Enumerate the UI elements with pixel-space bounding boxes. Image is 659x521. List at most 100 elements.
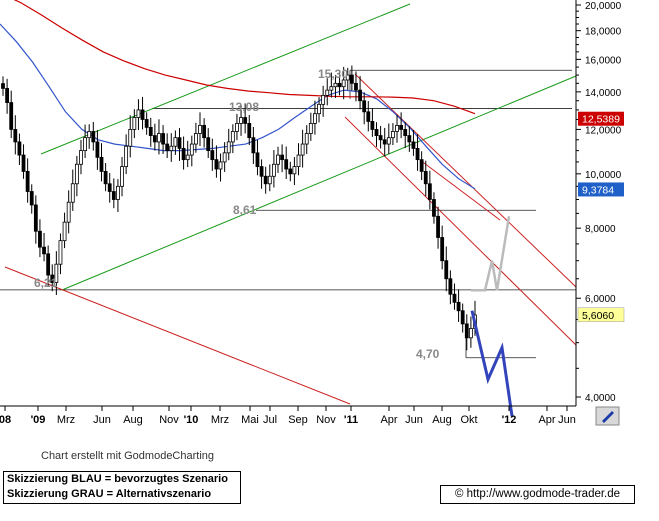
candle-body: [329, 86, 334, 91]
trend-line-red: [344, 116, 577, 346]
candle-body: [464, 323, 469, 339]
candle-body: [181, 148, 186, 161]
price-annotation: 4,70: [416, 347, 440, 361]
candle-body: [132, 117, 137, 130]
x-tick-label: Jun: [93, 414, 111, 426]
x-tick-label: 08: [0, 414, 11, 426]
candle-body: [54, 263, 59, 283]
candle-body: [440, 237, 445, 262]
candle-body: [13, 129, 18, 143]
candle-body: [222, 152, 227, 163]
candle-body: [259, 166, 264, 177]
candle-body: [358, 89, 362, 102]
x-tick-label: Nov: [159, 414, 179, 426]
candle-body: [267, 175, 272, 185]
candle-body: [214, 159, 219, 170]
candle-body: [276, 154, 280, 165]
candle-body: [423, 171, 428, 185]
candle-body: [38, 230, 42, 248]
trend-lines: [4, 3, 577, 405]
x-tick-label: Apr: [538, 414, 555, 426]
candle-body: [321, 94, 326, 105]
candle-body: [111, 191, 116, 200]
candle-body: [5, 88, 10, 103]
source-url-link[interactable]: © http://www.godmode-trader.de: [440, 485, 635, 504]
x-tick-label: Apr: [380, 414, 397, 426]
candle-body: [362, 100, 367, 113]
candle-body: [198, 124, 202, 134]
x-tick-label: Aug: [123, 414, 143, 426]
x-tick-label: Sep: [288, 414, 308, 426]
y-tick-label: 4,0000: [585, 393, 616, 404]
candle-body: [255, 152, 260, 168]
candle-body: [403, 129, 408, 136]
candle-body: [9, 102, 14, 130]
candle-body: [79, 150, 83, 165]
candle-body: [280, 154, 284, 161]
candle-body: [313, 113, 317, 124]
price-annotation: 13,08: [229, 100, 259, 114]
x-tick-label: Jun: [558, 414, 576, 426]
candle-body: [366, 111, 371, 122]
candle-body: [263, 175, 268, 185]
price-annotation: 8,61: [233, 203, 257, 217]
scenario-gray-path: [471, 216, 511, 292]
x-tick-label: Nov: [316, 414, 336, 426]
trend-line-red: [419, 159, 501, 221]
price-annotation: 6,21: [34, 276, 58, 290]
legend-blue-scenario: Skizzierung BLAU = bevorzugtes Szenario: [7, 473, 228, 485]
candle-body: [411, 141, 416, 149]
x-tick-label: Mrz: [211, 414, 229, 426]
candle-body: [296, 154, 301, 168]
candle-body: [66, 201, 71, 223]
candle-body: [74, 163, 79, 185]
trend-line-green: [61, 75, 577, 291]
candle-body: [140, 109, 145, 120]
trend-line-green: [40, 3, 411, 155]
candle-body: [116, 185, 120, 200]
candle-body: [300, 143, 305, 156]
candle-body: [136, 109, 141, 118]
candle-body: [128, 129, 133, 147]
candle-body: [304, 133, 309, 145]
x-tick-label: '11: [344, 414, 358, 426]
candle-body: [436, 215, 440, 238]
trend-line-red: [354, 73, 577, 288]
y-tick-label: 12,0000: [585, 125, 622, 136]
candle-body: [70, 183, 75, 203]
legend-gray-scenario: Skizzierung GRAU = Alternativszenario: [7, 488, 212, 500]
candle-body: [325, 89, 330, 96]
x-tick-label: Okt: [460, 414, 477, 426]
y-tick-label: 20,0000: [585, 1, 622, 12]
candle-body: [120, 166, 124, 187]
candle-body: [42, 246, 46, 255]
candle-body: [194, 133, 198, 145]
candle-body: [165, 143, 170, 152]
x-tick-label: Jul: [263, 414, 277, 426]
plot-background: [0, 0, 576, 406]
candle-body: [206, 137, 211, 152]
pen-icon[interactable]: [595, 406, 620, 426]
candle-body: [87, 131, 92, 139]
x-tick-label: Jun: [405, 414, 423, 426]
candle-body: [62, 221, 67, 242]
candle-body: [144, 119, 149, 128]
candle-body: [107, 183, 112, 192]
candlesticks: [1, 65, 477, 351]
x-tick-label: '09: [31, 414, 46, 426]
x-tick-label: Mai: [241, 414, 259, 426]
candle-body: [1, 83, 5, 89]
price-marker-box: [578, 111, 624, 126]
candle-body: [284, 159, 289, 170]
y-tick-label: 6,0000: [585, 294, 616, 305]
moving-average-blue: [0, 23, 476, 190]
candle-body: [202, 124, 207, 139]
candle-body: [317, 103, 321, 115]
candle-body: [95, 141, 100, 158]
candle-body: [345, 74, 350, 81]
candle-body: [226, 141, 231, 154]
candle-body: [152, 135, 157, 143]
candle-body: [432, 199, 436, 217]
candle-body: [415, 148, 420, 161]
moving-averages: [0, 0, 476, 190]
